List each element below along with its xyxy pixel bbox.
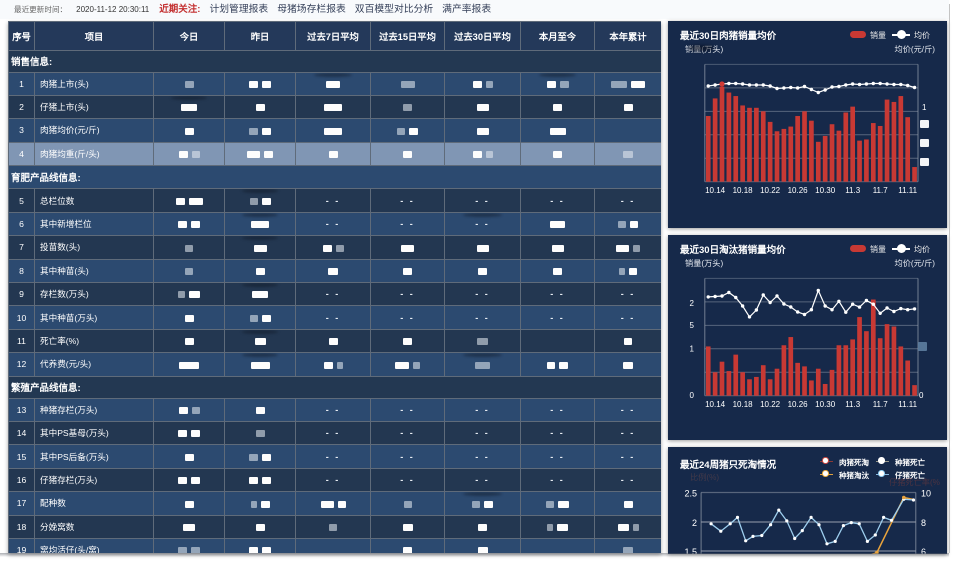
svg-text:10.22: 10.22 — [760, 400, 781, 409]
svg-text:10.30: 10.30 — [815, 400, 836, 409]
svg-text:10.18: 10.18 — [733, 186, 754, 195]
svg-text:11.11: 11.11 — [898, 400, 917, 409]
svg-text:11.3: 11.3 — [845, 400, 861, 409]
svg-text:10.18: 10.18 — [733, 400, 754, 409]
svg-text:1.5: 1.5 — [684, 547, 697, 554]
svg-text:0: 0 — [919, 391, 924, 400]
svg-text:10.26: 10.26 — [788, 186, 809, 195]
svg-text:11.7: 11.7 — [873, 400, 889, 409]
svg-text:10.14: 10.14 — [705, 400, 726, 409]
svg-text:10.26: 10.26 — [788, 400, 809, 409]
svg-text:10: 10 — [921, 489, 931, 499]
svg-text:5: 5 — [690, 321, 695, 330]
svg-text:11.11: 11.11 — [898, 186, 917, 195]
svg-text:2: 2 — [692, 518, 697, 528]
svg-text:1: 1 — [690, 345, 695, 354]
svg-text:10.30: 10.30 — [815, 186, 836, 195]
svg-text:11.3: 11.3 — [845, 186, 861, 195]
svg-text:0: 0 — [690, 391, 695, 400]
svg-text:10.22: 10.22 — [760, 186, 781, 195]
svg-text:2.5: 2.5 — [684, 489, 697, 499]
svg-text:6: 6 — [921, 547, 926, 554]
svg-text:2: 2 — [690, 299, 695, 308]
svg-text:10.14: 10.14 — [705, 186, 726, 195]
svg-text:11.7: 11.7 — [873, 186, 889, 195]
svg-text:8: 8 — [921, 518, 926, 528]
svg-text:1: 1 — [922, 103, 927, 112]
